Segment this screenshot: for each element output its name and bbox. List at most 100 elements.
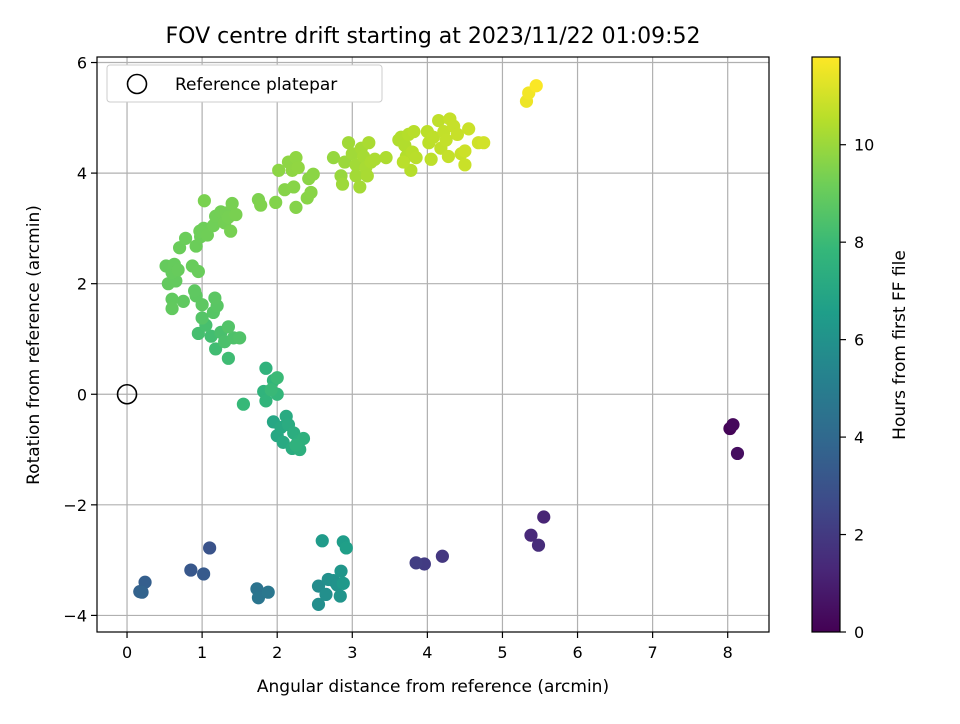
- colorbar-frame: [811, 56, 841, 633]
- data-point: [251, 591, 266, 605]
- y-tick-label: 0: [77, 385, 87, 404]
- colorbar: 0 2 4 6 8 10 Hours from first FF file: [811, 56, 910, 642]
- x-tick-label: 2: [272, 643, 282, 662]
- colorbar-tick-label: 6: [854, 331, 864, 350]
- y-tick-label: −2: [63, 496, 87, 515]
- colorbar-label: Hours from first FF file: [890, 250, 910, 440]
- data-point: [221, 351, 235, 365]
- data-point: [269, 195, 283, 210]
- data-point: [477, 136, 491, 150]
- data-point: [407, 125, 421, 139]
- grid-lines: [97, 57, 769, 632]
- data-point: [537, 510, 551, 524]
- data-point: [319, 587, 333, 602]
- data-point: [726, 418, 740, 432]
- data-point: [165, 292, 179, 306]
- plot-frame: [96, 56, 770, 633]
- data-point: [368, 152, 382, 166]
- data-point: [311, 597, 326, 611]
- data-point: [289, 151, 303, 165]
- data-point: [225, 196, 239, 211]
- reference-platepar-marker: [116, 383, 138, 405]
- data-point: [165, 301, 179, 316]
- data-point: [441, 149, 455, 164]
- x-tick-label: 5: [497, 643, 507, 662]
- data-point: [409, 556, 423, 570]
- data-point: [259, 361, 273, 375]
- data-point: [396, 155, 410, 169]
- x-tick-label: 0: [122, 643, 132, 662]
- data-point: [287, 180, 301, 194]
- data-point: [326, 151, 341, 165]
- data-point: [439, 133, 453, 147]
- x-axis-label: Angular distance from reference (arcmin): [257, 677, 609, 697]
- data-point: [349, 169, 363, 183]
- y-tick-label: 4: [77, 164, 87, 183]
- data-point: [236, 397, 251, 411]
- x-axis-ticks: 0 1 2 3 4 5 6 7 8: [122, 632, 733, 662]
- y-tick-label: 6: [77, 54, 87, 73]
- data-point: [172, 241, 187, 255]
- colorbar-tick-label: 0: [854, 623, 864, 642]
- data-point: [135, 585, 149, 599]
- data-point: [195, 311, 209, 325]
- data-point: [426, 130, 440, 144]
- data-point: [289, 200, 303, 214]
- data-point: [261, 585, 275, 599]
- data-point: [432, 113, 446, 128]
- data-point: [289, 438, 303, 452]
- data-point: [458, 144, 472, 158]
- plot-area: [97, 57, 769, 632]
- data-point: [435, 549, 449, 563]
- data-point: [200, 228, 214, 242]
- x-tick-label: 4: [422, 643, 432, 662]
- data-point: [424, 152, 438, 166]
- data-point: [336, 576, 350, 590]
- colorbar-tick-label: 4: [854, 428, 864, 447]
- data-point: [197, 567, 211, 581]
- data-point: [306, 167, 320, 181]
- data-point: [333, 589, 347, 603]
- legend-box: [106, 64, 383, 103]
- legend-marker-icon: [126, 73, 148, 95]
- data-point: [379, 151, 393, 165]
- data-point: [315, 534, 329, 548]
- data-point: [229, 207, 243, 222]
- data-point: [197, 194, 211, 208]
- data-point: [524, 528, 538, 542]
- data-point: [188, 284, 202, 298]
- data-point: [462, 122, 476, 136]
- data-point: [209, 342, 223, 356]
- x-tick-label: 7: [648, 643, 658, 662]
- data-point: [184, 563, 198, 577]
- data-point: [529, 79, 543, 93]
- colorbar-tick-label: 2: [854, 526, 864, 545]
- legend: Reference platepar: [106, 64, 383, 103]
- data-point: [270, 371, 284, 385]
- data-point: [360, 169, 374, 183]
- colorbar-ticks: 0 2 4 6 8 10: [840, 136, 874, 642]
- colorbar-tick-label: 8: [854, 233, 864, 252]
- data-point: [224, 224, 238, 238]
- data-point: [171, 263, 185, 277]
- data-point: [341, 136, 356, 150]
- x-tick-label: 3: [347, 643, 357, 662]
- data-point: [458, 158, 472, 172]
- data-point: [208, 291, 222, 305]
- y-axis-label: Rotation from reference (arcmin): [24, 205, 44, 485]
- data-point: [221, 320, 235, 334]
- y-tick-label: −4: [63, 606, 87, 625]
- data-point: [304, 185, 318, 200]
- x-tick-label: 1: [197, 643, 207, 662]
- chart-title: FOV centre drift starting at 2023/11/22 …: [166, 24, 701, 49]
- data-point: [291, 160, 305, 175]
- data-point: [264, 383, 278, 397]
- data-point: [409, 151, 423, 165]
- colorbar-gradient: [812, 57, 840, 632]
- x-tick-label: 6: [572, 643, 582, 662]
- data-point: [178, 231, 193, 245]
- x-tick-label: 8: [723, 643, 733, 662]
- data-point: [339, 541, 353, 555]
